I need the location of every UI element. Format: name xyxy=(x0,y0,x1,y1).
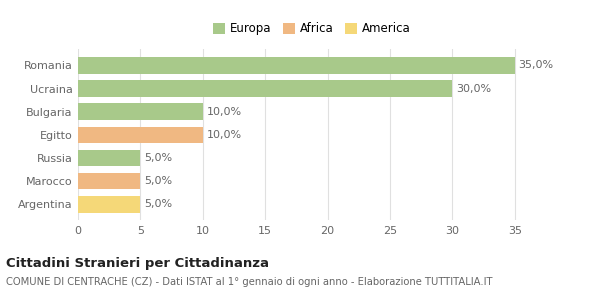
Bar xyxy=(78,196,140,213)
Bar xyxy=(78,80,452,97)
Bar xyxy=(78,103,203,120)
Text: 5,0%: 5,0% xyxy=(144,153,172,163)
Bar xyxy=(78,57,515,74)
Text: COMUNE DI CENTRACHE (CZ) - Dati ISTAT al 1° gennaio di ogni anno - Elaborazione : COMUNE DI CENTRACHE (CZ) - Dati ISTAT al… xyxy=(6,277,493,287)
Text: 35,0%: 35,0% xyxy=(518,60,554,70)
Bar xyxy=(78,150,140,166)
Legend: Europa, Africa, America: Europa, Africa, America xyxy=(209,18,415,40)
Text: 5,0%: 5,0% xyxy=(144,176,172,186)
Text: 10,0%: 10,0% xyxy=(206,130,242,140)
Bar xyxy=(78,126,203,143)
Text: 5,0%: 5,0% xyxy=(144,199,172,209)
Text: 30,0%: 30,0% xyxy=(456,84,491,94)
Text: Cittadini Stranieri per Cittadinanza: Cittadini Stranieri per Cittadinanza xyxy=(6,257,269,270)
Text: 10,0%: 10,0% xyxy=(206,107,242,117)
Bar xyxy=(78,173,140,189)
